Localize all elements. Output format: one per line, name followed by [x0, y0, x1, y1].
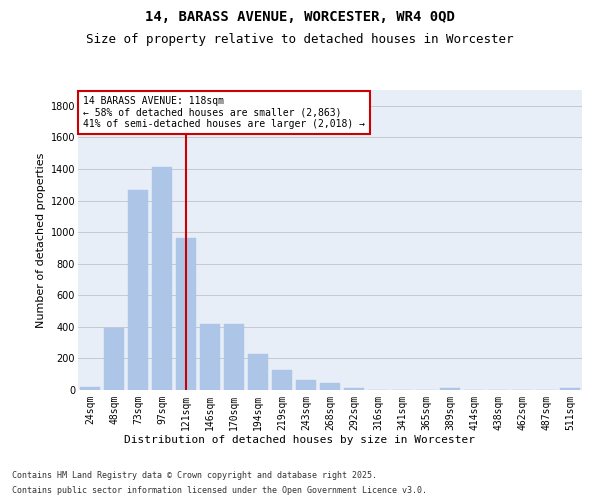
- Bar: [128, 190, 148, 390]
- Bar: [320, 383, 340, 390]
- Bar: [200, 324, 220, 390]
- Bar: [560, 388, 580, 390]
- Bar: [248, 354, 268, 390]
- Text: Distribution of detached houses by size in Worcester: Distribution of detached houses by size …: [125, 435, 476, 445]
- Bar: [296, 380, 316, 390]
- Y-axis label: Number of detached properties: Number of detached properties: [37, 152, 46, 328]
- Text: 14 BARASS AVENUE: 118sqm
← 58% of detached houses are smaller (2,863)
41% of sem: 14 BARASS AVENUE: 118sqm ← 58% of detach…: [83, 96, 365, 129]
- Bar: [272, 370, 292, 390]
- Bar: [104, 328, 124, 390]
- Bar: [176, 238, 196, 390]
- Bar: [440, 388, 460, 390]
- Text: Size of property relative to detached houses in Worcester: Size of property relative to detached ho…: [86, 32, 514, 46]
- Bar: [344, 388, 364, 390]
- Text: 14, BARASS AVENUE, WORCESTER, WR4 0QD: 14, BARASS AVENUE, WORCESTER, WR4 0QD: [145, 10, 455, 24]
- Text: Contains public sector information licensed under the Open Government Licence v3: Contains public sector information licen…: [12, 486, 427, 495]
- Bar: [224, 324, 244, 390]
- Bar: [152, 168, 172, 390]
- Bar: [80, 387, 100, 390]
- Text: Contains HM Land Registry data © Crown copyright and database right 2025.: Contains HM Land Registry data © Crown c…: [12, 471, 377, 480]
